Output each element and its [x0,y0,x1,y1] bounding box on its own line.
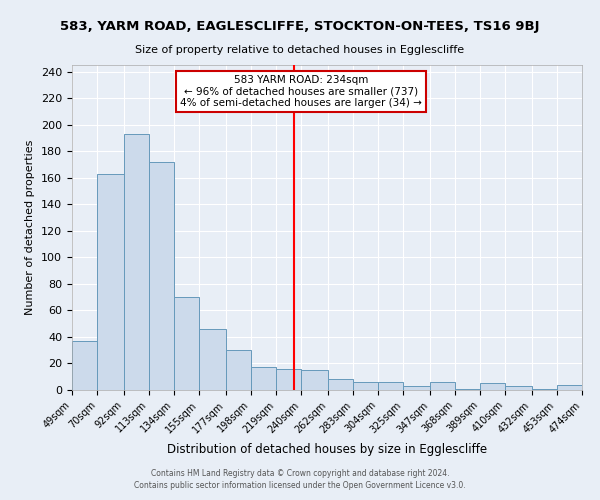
Text: 583, YARM ROAD, EAGLESCLIFFE, STOCKTON-ON-TEES, TS16 9BJ: 583, YARM ROAD, EAGLESCLIFFE, STOCKTON-O… [60,20,540,33]
Bar [328,380,353,390]
Bar [174,297,199,390]
Bar [455,388,480,390]
Bar [505,386,532,390]
Bar [149,162,174,390]
Bar [124,134,149,390]
Bar [97,174,124,390]
Text: Contains HM Land Registry data © Crown copyright and database right 2024.: Contains HM Land Registry data © Crown c… [151,468,449,477]
Bar [378,382,403,390]
Bar [557,384,582,390]
Bar [199,329,226,390]
Bar [480,384,505,390]
Bar [403,386,430,390]
Text: 583 YARM ROAD: 234sqm
← 96% of detached houses are smaller (737)
4% of semi-deta: 583 YARM ROAD: 234sqm ← 96% of detached … [180,74,422,108]
Bar [72,341,97,390]
Bar [276,369,301,390]
Bar [430,382,455,390]
Text: Contains public sector information licensed under the Open Government Licence v3: Contains public sector information licen… [134,481,466,490]
Bar [301,370,328,390]
Bar [226,350,251,390]
Y-axis label: Number of detached properties: Number of detached properties [25,140,35,315]
Bar [353,382,378,390]
Bar [532,388,557,390]
X-axis label: Distribution of detached houses by size in Egglescliffe: Distribution of detached houses by size … [167,443,487,456]
Bar [251,368,276,390]
Text: Size of property relative to detached houses in Egglescliffe: Size of property relative to detached ho… [136,45,464,55]
